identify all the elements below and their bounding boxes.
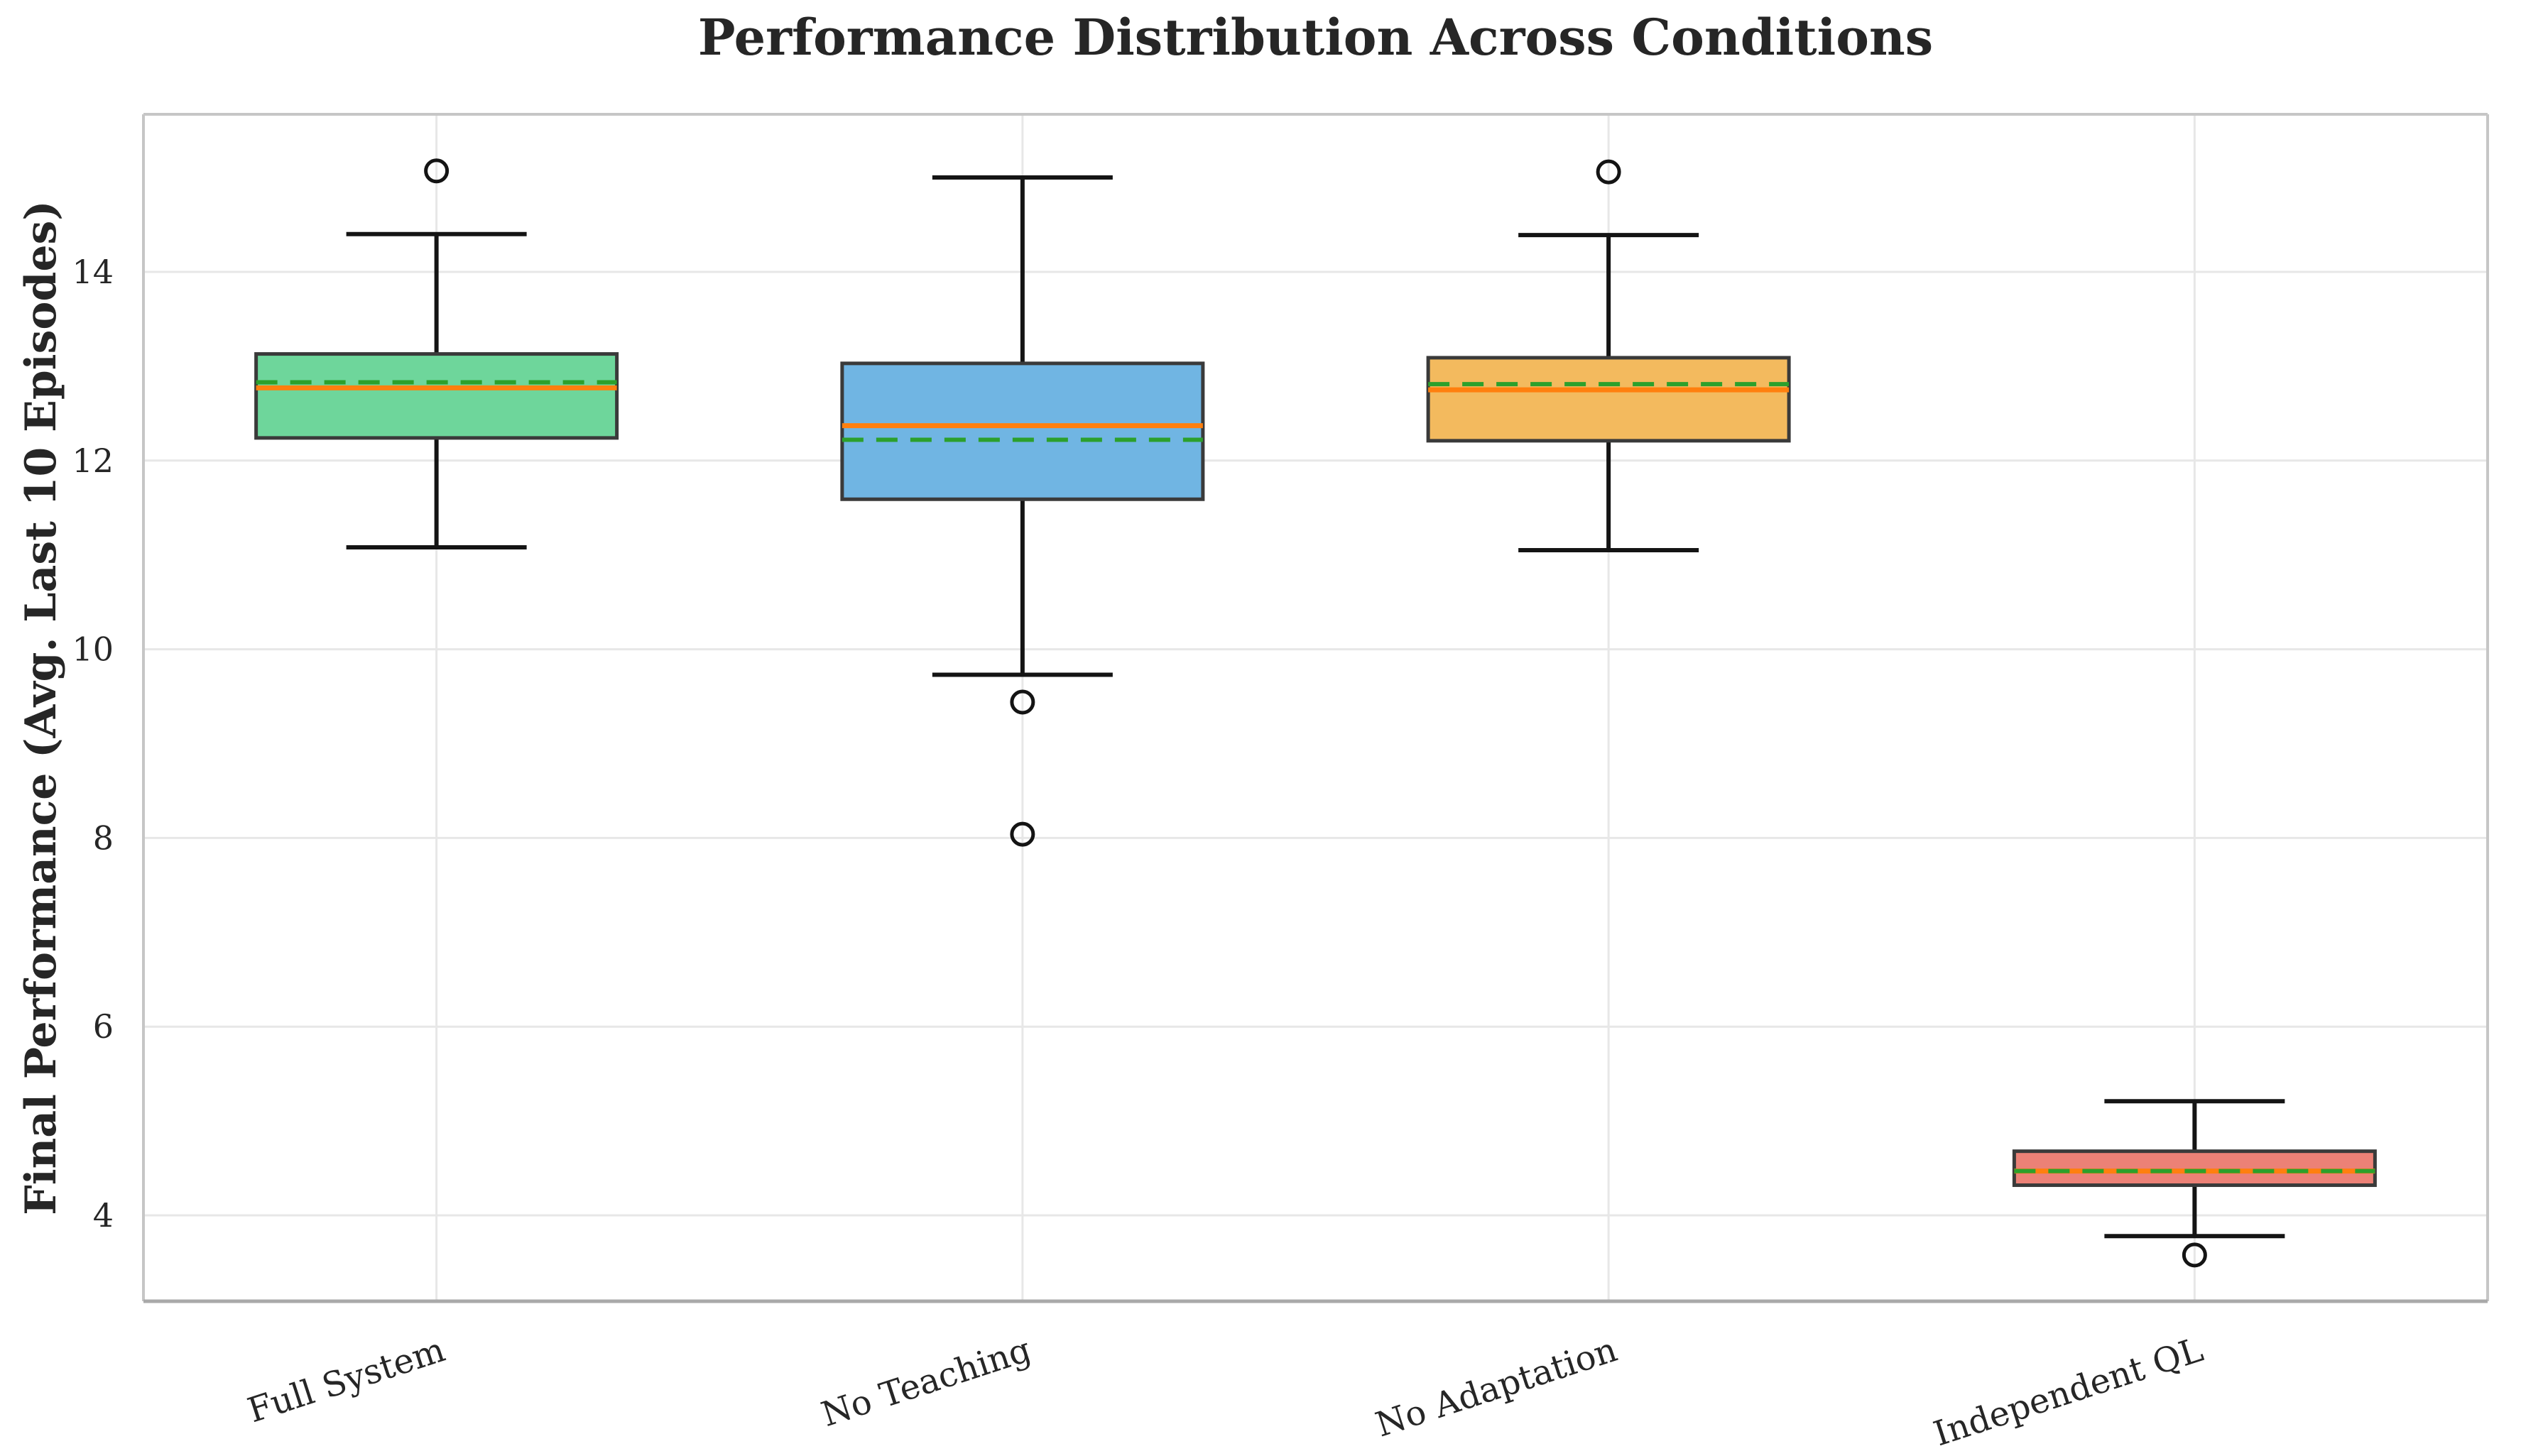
x-tick-label: No Teaching [817, 1330, 1036, 1435]
box-full-system [254, 352, 619, 440]
outlier-point [1010, 689, 1035, 715]
y-tick-label: 14 [72, 253, 114, 291]
x-tick-label: Full System [243, 1330, 450, 1430]
box-independent-ql [2012, 1149, 2377, 1188]
x-tick-label: No Adaptation [1371, 1330, 1622, 1445]
y-tick-label: 4 [93, 1196, 114, 1235]
outlier-point [2182, 1242, 2207, 1268]
y-tick-label: 12 [72, 442, 114, 480]
box-no-adaptation [1426, 356, 1791, 443]
chart-title: Performance Distribution Across Conditio… [697, 8, 1934, 67]
outlier-point [1010, 821, 1035, 847]
outlier-point [424, 158, 450, 184]
y-tick-label: 8 [93, 819, 114, 857]
outlier-point [1596, 159, 1621, 185]
box-no-teaching [840, 361, 1205, 501]
y-tick-label: 6 [93, 1007, 114, 1046]
x-tick-label: Independent QL [1929, 1330, 2208, 1454]
y-tick-label: 10 [72, 630, 114, 669]
